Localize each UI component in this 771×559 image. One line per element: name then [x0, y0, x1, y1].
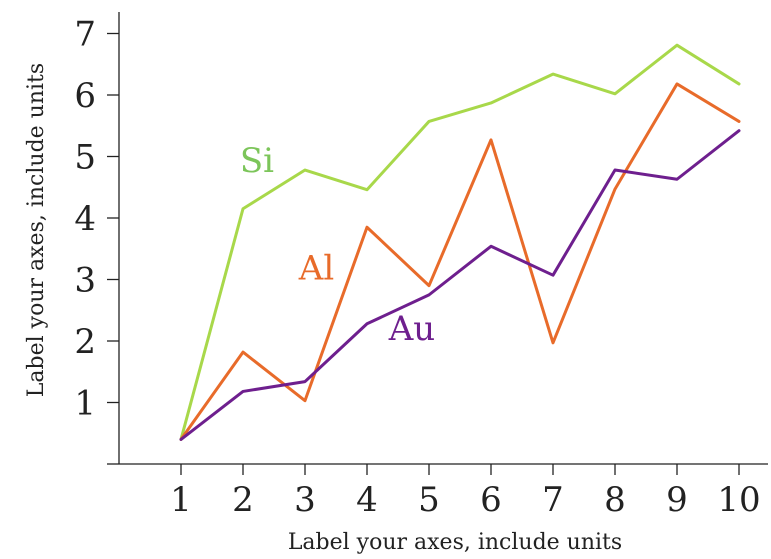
series-label-si: Si [240, 141, 274, 181]
y-tick-label: 5 [74, 138, 96, 178]
y-tick-label: 7 [74, 15, 96, 55]
y-tick-label: 4 [74, 199, 96, 239]
series-line-si [179, 43, 741, 441]
y-tick-label: 6 [74, 76, 96, 116]
x-tick-label: 2 [232, 480, 254, 520]
y-axis-ticks: 1 2 3 4 5 6 7 [74, 15, 119, 465]
x-tick-label: 3 [294, 480, 316, 520]
y-axis-title: Label your axes, include units [24, 63, 49, 397]
x-tick-label: 4 [356, 480, 378, 520]
series-label-al: Al [298, 249, 334, 289]
x-tick-label: 7 [542, 480, 564, 520]
x-tick-label: 5 [418, 480, 440, 520]
y-tick-label: 3 [74, 261, 96, 301]
x-axis-ticks: 1 2 3 4 5 6 7 8 9 10 [170, 464, 761, 520]
series-line-al [179, 82, 741, 441]
x-tick-label: 9 [666, 480, 688, 520]
y-tick-label: 2 [74, 322, 96, 362]
series-label-au: Au [388, 309, 435, 349]
series-layer: Si Al Au [179, 43, 741, 441]
x-tick-label: 10 [717, 480, 760, 520]
x-tick-label: 8 [604, 480, 626, 520]
y-tick-label: 1 [74, 384, 96, 424]
x-tick-label: 1 [170, 480, 192, 520]
x-tick-label: 6 [480, 480, 502, 520]
series-line-au [179, 129, 741, 441]
x-axis-title: Label your axes, include units [288, 530, 622, 555]
